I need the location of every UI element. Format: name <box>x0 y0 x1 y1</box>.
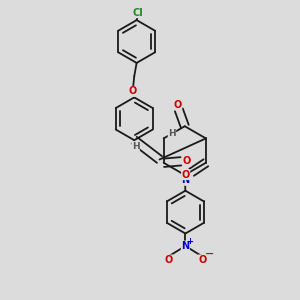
Text: O: O <box>182 170 190 180</box>
Text: O: O <box>183 156 191 166</box>
Text: O: O <box>198 255 206 265</box>
Text: H: H <box>132 142 140 152</box>
Text: −: − <box>205 249 214 259</box>
Text: N: N <box>181 175 189 185</box>
Text: H: H <box>168 129 176 138</box>
Text: +: + <box>186 237 193 246</box>
Text: O: O <box>173 100 182 110</box>
Text: O: O <box>128 86 136 96</box>
Text: O: O <box>164 255 172 265</box>
Text: N: N <box>181 241 189 251</box>
Text: Cl: Cl <box>133 8 143 18</box>
